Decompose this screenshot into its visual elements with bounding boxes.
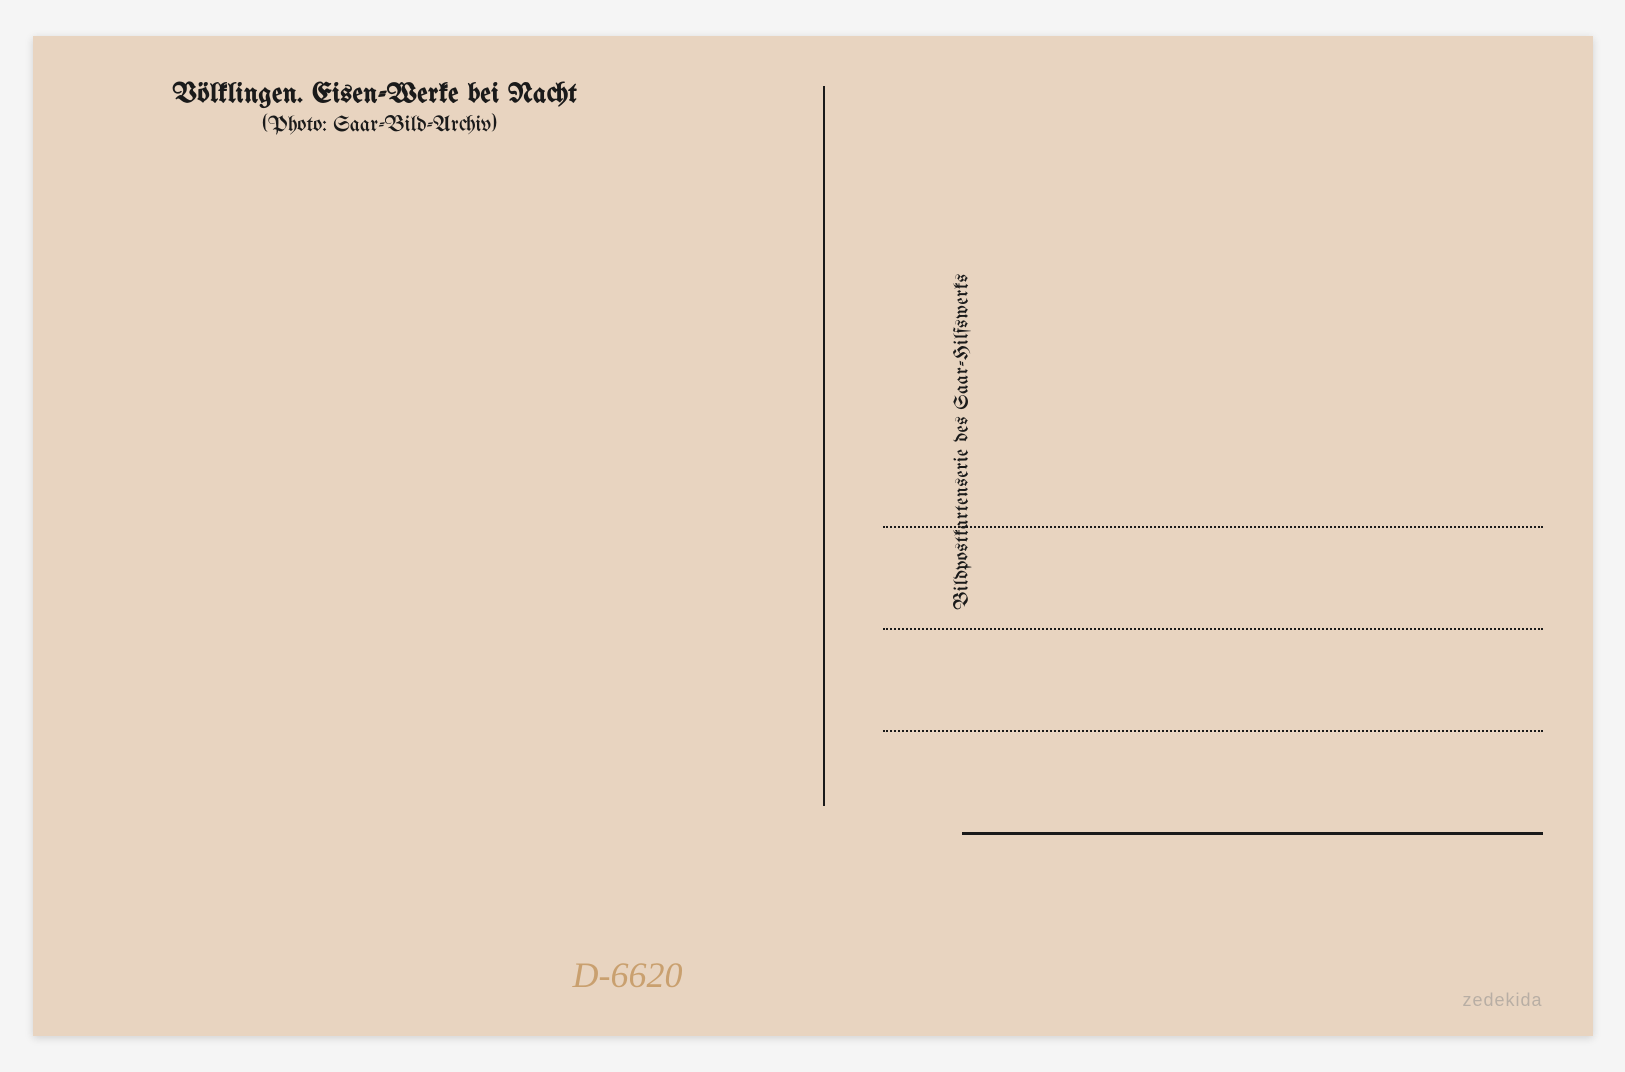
- address-underline: [962, 832, 1543, 835]
- seller-watermark: zedekida: [1462, 990, 1542, 1011]
- title-block: Völklingen. Eisen-Werke bei Nacht (Photo…: [173, 81, 578, 137]
- address-area: [883, 526, 1543, 835]
- postcard-back: Völklingen. Eisen-Werke bei Nacht (Photo…: [33, 36, 1593, 1036]
- address-line-1: [883, 526, 1543, 528]
- postcard-photo-credit: (Photo: Saar-Bild-Archiv): [263, 114, 578, 137]
- address-line-3: [883, 730, 1543, 732]
- center-divider: [823, 86, 825, 806]
- postcard-title: Völklingen. Eisen-Werke bei Nacht: [173, 81, 578, 110]
- handwritten-annotation: D-6620: [573, 954, 683, 996]
- address-line-2: [883, 628, 1543, 630]
